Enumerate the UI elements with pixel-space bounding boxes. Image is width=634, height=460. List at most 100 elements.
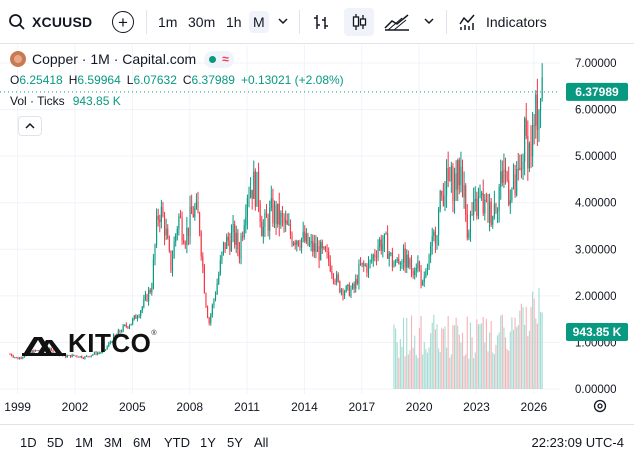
x-tick-label: 2014 xyxy=(291,400,318,414)
candle-body xyxy=(461,166,464,198)
candle-body xyxy=(441,190,443,196)
range-ytd[interactable]: YTD xyxy=(164,435,190,450)
indicators-button[interactable]: Indicators xyxy=(458,10,547,34)
indicators-label: Indicators xyxy=(486,14,547,30)
timeframe-30m[interactable]: 30m xyxy=(188,14,216,30)
chart-title[interactable]: Copper · 1M · Capital.com xyxy=(32,51,197,67)
candle-body xyxy=(151,287,153,293)
range-5d[interactable]: 5D xyxy=(47,435,64,450)
range-1y[interactable]: 1Y xyxy=(200,435,216,450)
candle-body xyxy=(484,199,486,214)
range-5y[interactable]: 5Y xyxy=(227,435,243,450)
candle-body xyxy=(329,260,331,272)
market-status-pill[interactable]: ≈ xyxy=(204,50,234,68)
candle-body xyxy=(436,235,438,244)
volume-bar xyxy=(412,347,414,389)
high-value: 6.59964 xyxy=(77,73,121,87)
price-chart[interactable]: 7.00000 6.00000 5.00000 4.00000 3.00000 2.000… xyxy=(0,45,634,424)
candle-body xyxy=(312,240,314,252)
candle-body xyxy=(205,293,207,307)
axis-settings-button[interactable] xyxy=(590,396,610,416)
candle-body xyxy=(446,168,448,196)
candle-body xyxy=(257,172,260,204)
volume-label[interactable]: Vol · Ticks xyxy=(10,94,65,108)
last-price-badge xyxy=(566,82,628,101)
candle-body xyxy=(485,199,487,201)
candle-body xyxy=(536,94,538,130)
candle-body xyxy=(267,217,269,231)
candle-body xyxy=(270,198,272,209)
candle-body xyxy=(348,284,350,297)
volume-bar xyxy=(393,324,395,389)
ohlc-values: O 6.25418 H 6.59964 L 6.07632 C 6.37989 +0.1… xyxy=(10,71,350,89)
symbol-search[interactable]: XCUUSD xyxy=(8,10,92,34)
candle-body xyxy=(450,166,452,181)
candle-body xyxy=(285,220,287,224)
change-value: +0.13021 (+2.08%) xyxy=(240,73,344,87)
candle-style-button[interactable] xyxy=(344,8,374,36)
candle-body xyxy=(291,235,293,245)
volume-bars xyxy=(393,287,543,389)
volume-bar xyxy=(450,354,452,389)
utc-clock[interactable]: 22:23:09 UTC-4 xyxy=(531,435,625,450)
volume-bar xyxy=(527,336,529,389)
candle-body xyxy=(332,274,334,281)
volume-bar xyxy=(540,311,542,389)
x-tick-label: 2002 xyxy=(62,400,89,414)
x-tick-label: 1999 xyxy=(4,400,31,414)
volume-bar xyxy=(461,332,464,389)
range-1m[interactable]: 1M xyxy=(75,435,94,450)
candle-body xyxy=(203,266,205,294)
candle-body xyxy=(253,171,255,199)
candle-body xyxy=(375,256,378,258)
volume-bar xyxy=(541,312,543,389)
candle-body xyxy=(167,228,169,239)
candle-body xyxy=(200,232,202,257)
range-6m[interactable]: 6M xyxy=(133,435,152,450)
timeframe-1m[interactable]: 1m xyxy=(158,14,178,30)
candle-body xyxy=(519,167,521,171)
volume-bar xyxy=(479,324,481,389)
candle-body xyxy=(98,352,100,354)
range-1d[interactable]: 1D xyxy=(20,435,37,450)
bar-style-button[interactable] xyxy=(306,8,336,36)
candle-body xyxy=(269,208,271,231)
candle-body xyxy=(143,299,145,307)
timeframe-1h[interactable]: 1h xyxy=(226,14,242,30)
volume-bar xyxy=(506,348,508,389)
candle-body xyxy=(509,200,511,205)
volume-bar xyxy=(509,331,511,389)
collapse-legend-button[interactable] xyxy=(18,116,42,136)
candle-body xyxy=(442,195,444,206)
candle-body xyxy=(293,242,295,245)
candle-body xyxy=(265,212,268,218)
add-symbol-button[interactable]: + xyxy=(112,11,134,33)
candle-body xyxy=(89,356,91,358)
candle-body xyxy=(289,224,291,236)
candle-body xyxy=(127,326,129,328)
candle-body xyxy=(194,208,196,218)
low-value: 6.07632 xyxy=(133,73,177,87)
candle-body xyxy=(339,281,341,293)
candle-body xyxy=(471,214,473,216)
candle-body xyxy=(532,125,534,157)
candle-body xyxy=(186,227,188,245)
volume-bar xyxy=(500,315,502,389)
candle-body xyxy=(340,289,342,293)
volume-bar xyxy=(465,354,467,389)
timeframe-m[interactable]: M xyxy=(249,11,269,33)
range-all[interactable]: All xyxy=(254,435,269,450)
candle-body xyxy=(183,240,185,244)
range-3m[interactable]: 3M xyxy=(104,435,123,450)
candle-body xyxy=(417,261,419,269)
candle-body xyxy=(192,213,194,218)
chart-style-dropdown[interactable] xyxy=(422,14,436,28)
toolbar-divider xyxy=(299,10,300,34)
volume-bar xyxy=(525,307,527,389)
candle-body xyxy=(275,205,277,224)
area-style-button[interactable] xyxy=(382,8,412,36)
gear-icon xyxy=(593,399,607,413)
volume-bar xyxy=(492,352,494,389)
candle-body xyxy=(393,262,395,268)
timeframe-dropdown[interactable] xyxy=(276,14,290,28)
